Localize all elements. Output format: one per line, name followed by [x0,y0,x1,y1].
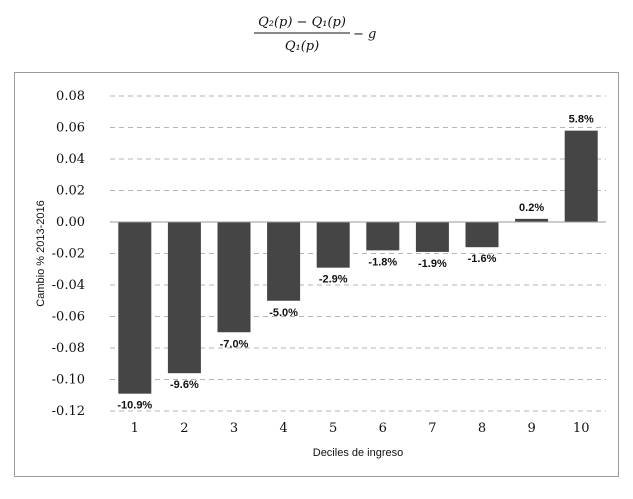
bar-decile-3 [217,222,251,333]
y-tick-label: -0.04 [52,278,85,293]
y-tick-label: -0.10 [52,373,85,388]
formula-tail: − g [353,27,376,42]
y-tick-label: 0.08 [56,89,85,104]
y-tick-label: -0.02 [52,247,85,262]
data-label: -10.9% [117,400,152,412]
y-tick-label: 0.00 [56,215,85,230]
x-axis-ticks: 1 2 3 4 5 6 7 8 9 10 [131,421,590,436]
bar-decile-2 [167,222,201,374]
x-tick-label: 10 [573,421,590,436]
x-tick-label: 9 [527,421,535,436]
bars [118,130,598,394]
y-axis-ticks: 0.08 0.06 0.04 0.02 0.00 -0.02 -0.04 -0.06 -0.08… [52,89,85,419]
bar-decile-1 [118,222,152,394]
data-label: -7.0% [220,338,249,350]
formula-denominator: Q₁(p) [285,39,319,54]
bar-decile-7 [415,222,449,252]
y-tick-label: -0.06 [52,310,85,325]
x-tick-label: 4 [279,421,287,436]
bar-decile-9 [515,218,549,222]
data-label: -9.6% [170,379,199,391]
bar-decile-5 [316,222,350,268]
bar-decile-8 [465,222,499,248]
bar-decile-6 [366,222,400,251]
y-tick-label: 0.02 [56,184,85,199]
bar-decile-4 [267,222,301,301]
data-label: -1.8% [368,256,397,268]
x-tick-label: 8 [478,421,486,436]
x-tick-label: 2 [180,421,188,436]
x-tick-label: 7 [428,421,436,436]
y-tick-label: 0.06 [56,121,85,136]
formula: Q₂(p) − Q₁(p) Q₁(p) − g [254,15,376,54]
y-tick-label: 0.04 [56,152,85,167]
x-tick-label: 3 [230,421,238,436]
y-tick-label: -0.12 [52,404,85,419]
data-label: 5.8% [569,114,594,126]
y-axis-label: Cambio % 2013-2016 [35,200,47,306]
bar-decile-10 [564,130,598,222]
x-tick-label: 6 [379,421,387,436]
bar-chart: 0.08 0.06 0.04 0.02 0.00 -0.02 -0.04 -0.06 -0.08… [35,89,606,459]
data-label: -2.9% [319,274,348,286]
formula-numerator: Q₂(p) − Q₁(p) [258,15,346,30]
data-label: -5.0% [269,307,298,319]
x-axis-label: Deciles de ingreso [313,447,404,459]
data-label: -1.9% [418,258,447,270]
data-label: -1.6% [468,253,497,265]
data-labels: -10.9% -9.6% -7.0% -5.0% -2.9% -1.8% -1.9% -1.6… [117,114,594,412]
data-label: 0.2% [519,202,544,214]
y-tick-label: -0.08 [52,341,85,356]
chart-frame [14,72,619,477]
x-tick-label: 1 [131,421,139,436]
x-tick-label: 5 [329,421,337,436]
